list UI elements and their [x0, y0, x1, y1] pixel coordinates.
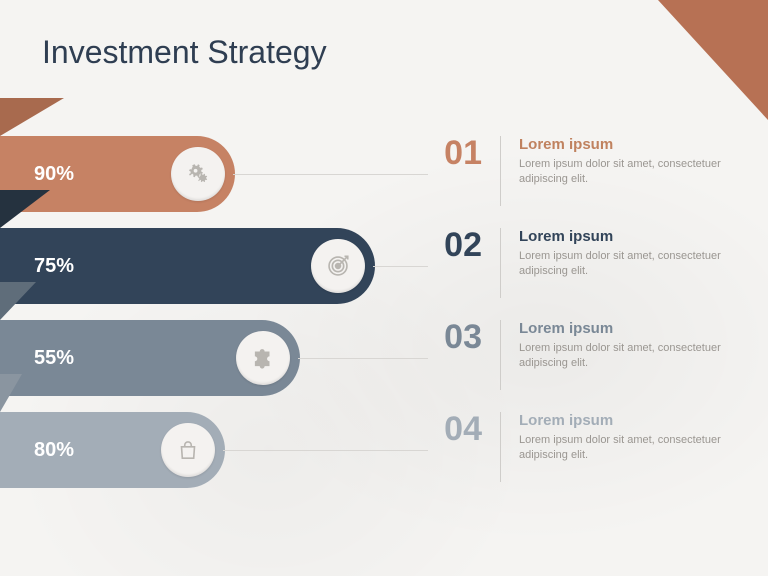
percent-bar: 80% — [0, 412, 225, 488]
gears-icon — [171, 147, 225, 201]
corner-triangle — [658, 0, 768, 120]
page-title: Investment Strategy — [42, 34, 327, 71]
percent-bar: 75% — [0, 228, 375, 304]
puzzle-icon — [236, 331, 290, 385]
legend-desc: Lorem ipsum dolor sit amet, consectetuer… — [519, 433, 728, 464]
legend-heading: Lorem ipsum — [519, 136, 728, 153]
legend-number: 01 — [428, 136, 482, 170]
percent-bar: 55% — [0, 320, 300, 396]
percent-label: 90% — [34, 163, 74, 186]
legend-number: 02 — [428, 228, 482, 262]
legend-item: 03 Lorem ipsum Lorem ipsum dolor sit amet,… — [428, 320, 728, 390]
bar-row: 80% 04 Lorem ipsum Lorem ipsum dolor sit a… — [0, 404, 768, 496]
legend-number: 03 — [428, 320, 482, 354]
bar-row: 90% 01 Lorem ipsum Lorem ipsum dolor sit a… — [0, 128, 768, 220]
legend-divider — [500, 228, 501, 298]
legend-divider — [500, 320, 501, 390]
legend-item: 04 Lorem ipsum Lorem ipsum dolor sit amet,… — [428, 412, 728, 482]
legend-heading: Lorem ipsum — [519, 412, 728, 429]
bars-container: 90% 01 Lorem ipsum Lorem ipsum dolor sit a… — [0, 128, 768, 496]
connector-line — [373, 266, 428, 267]
connector-line — [233, 174, 428, 175]
percent-label: 55% — [34, 347, 74, 370]
connector-line — [223, 450, 428, 451]
legend-desc: Lorem ipsum dolor sit amet, consectetuer… — [519, 249, 728, 280]
legend-number: 04 — [428, 412, 482, 446]
legend-desc: Lorem ipsum dolor sit amet, consectetuer… — [519, 157, 728, 188]
legend-item: 01 Lorem ipsum Lorem ipsum dolor sit amet,… — [428, 136, 728, 206]
bar-row: 55% 03 Lorem ipsum Lorem ipsum dolor sit am… — [0, 312, 768, 404]
legend-heading: Lorem ipsum — [519, 320, 728, 337]
legend-divider — [500, 412, 501, 482]
percent-label: 80% — [34, 439, 74, 462]
legend-item: 02 Lorem ipsum Lorem ipsum dolor sit amet,… — [428, 228, 728, 298]
percent-bar: 90% — [0, 136, 235, 212]
bar-row: 75% 02 Lorem ipsum Lorem ipsum dolor sit a… — [0, 220, 768, 312]
bag-icon — [161, 423, 215, 477]
legend-heading: Lorem ipsum — [519, 228, 728, 245]
legend-divider — [500, 136, 501, 206]
connector-line — [298, 358, 428, 359]
target-icon — [311, 239, 365, 293]
percent-label: 75% — [34, 255, 74, 278]
legend-desc: Lorem ipsum dolor sit amet, consectetuer… — [519, 341, 728, 372]
